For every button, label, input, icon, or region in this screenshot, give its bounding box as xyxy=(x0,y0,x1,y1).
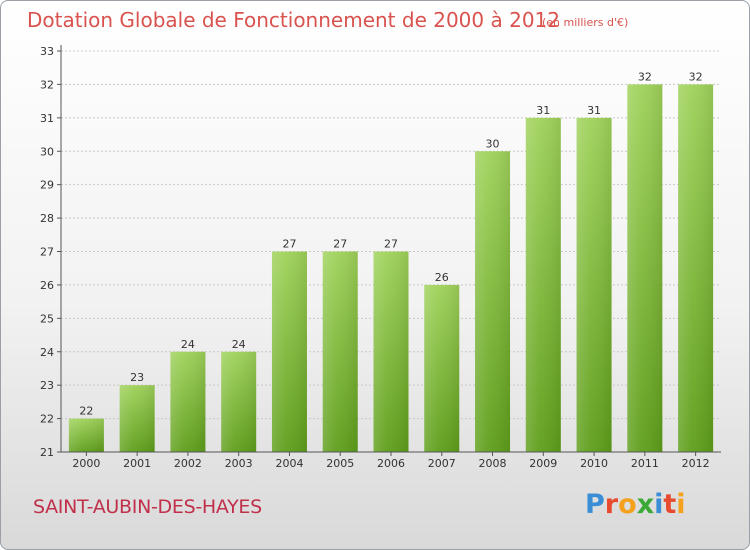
bar-value-label: 32 xyxy=(638,70,652,83)
x-tick-label: 2008 xyxy=(479,457,507,470)
bar-shading xyxy=(424,284,460,452)
x-tick-label: 2012 xyxy=(682,457,710,470)
bar-shading xyxy=(221,351,257,452)
x-tick-label: 2003 xyxy=(225,457,253,470)
y-tick-label: 27 xyxy=(40,246,54,259)
bar-shading xyxy=(68,418,104,452)
x-tick-label: 2009 xyxy=(529,457,557,470)
logo-letter: r xyxy=(604,489,619,520)
bar-shading xyxy=(271,251,307,452)
logo-letter: o xyxy=(618,489,637,520)
commune-name: SAINT-AUBIN-DES-HAYES xyxy=(33,496,262,518)
bar-value-label: 31 xyxy=(587,104,601,117)
bars xyxy=(68,84,714,453)
bar-shading xyxy=(525,117,561,452)
logo-letter: i xyxy=(654,489,664,520)
labels: 21 22 23 24 25 26 27 28 29 30 31 32 33 22 2000 23 2001 24… xyxy=(40,45,710,470)
bar-shading xyxy=(170,351,206,452)
x-tick-label: 2011 xyxy=(631,457,659,470)
y-tick-label: 33 xyxy=(40,45,54,58)
x-tick-label: 2010 xyxy=(580,457,608,470)
bar-value-label: 27 xyxy=(384,238,398,251)
proxiti-logo: Proxiti xyxy=(585,489,686,520)
x-tick-label: 2006 xyxy=(377,457,405,470)
bar-shading xyxy=(373,251,409,452)
axes xyxy=(57,45,721,456)
y-tick-label: 23 xyxy=(40,379,54,392)
logo-letter: P xyxy=(585,489,605,520)
bar-value-label: 22 xyxy=(79,405,93,418)
y-tick-label: 28 xyxy=(40,212,54,225)
bar-shading xyxy=(322,251,358,452)
x-tick-label: 2001 xyxy=(123,457,151,470)
x-tick-label: 2004 xyxy=(275,457,303,470)
y-tick-label: 29 xyxy=(40,179,54,192)
chart-title: Dotation Globale de Fonctionnement de 20… xyxy=(27,8,560,32)
bar-value-label: 32 xyxy=(689,70,703,83)
bar-value-label: 27 xyxy=(333,238,347,251)
bar-value-label: 27 xyxy=(282,238,296,251)
y-tick-label: 25 xyxy=(40,312,54,325)
y-tick-label: 31 xyxy=(40,112,54,125)
x-tick-label: 2007 xyxy=(428,457,456,470)
bar-value-label: 26 xyxy=(435,271,449,284)
y-tick-label: 22 xyxy=(40,413,54,426)
bar-shading xyxy=(475,151,511,452)
bar-shading xyxy=(576,117,612,452)
bar-value-label: 30 xyxy=(486,137,500,150)
bar-shading xyxy=(678,84,714,453)
bar-shading xyxy=(119,385,155,452)
bar-value-label: 31 xyxy=(536,104,550,117)
y-tick-label: 24 xyxy=(40,346,54,359)
logo-letter: t xyxy=(663,489,677,520)
bar-shading xyxy=(627,84,663,453)
x-tick-label: 2000 xyxy=(72,457,100,470)
bar-value-label: 24 xyxy=(181,338,195,351)
bar-value-label: 24 xyxy=(232,338,246,351)
y-tick-label: 32 xyxy=(40,78,54,91)
logo-letter: x xyxy=(636,489,655,520)
bar-value-label: 23 xyxy=(130,371,144,384)
y-tick-label: 21 xyxy=(40,446,54,459)
logo-letter: i xyxy=(676,489,686,520)
x-tick-label: 2005 xyxy=(326,457,354,470)
unit-note: (en milliers d'€) xyxy=(542,16,629,29)
y-tick-label: 26 xyxy=(40,279,54,292)
y-tick-label: 30 xyxy=(40,145,54,158)
x-tick-label: 2002 xyxy=(174,457,202,470)
